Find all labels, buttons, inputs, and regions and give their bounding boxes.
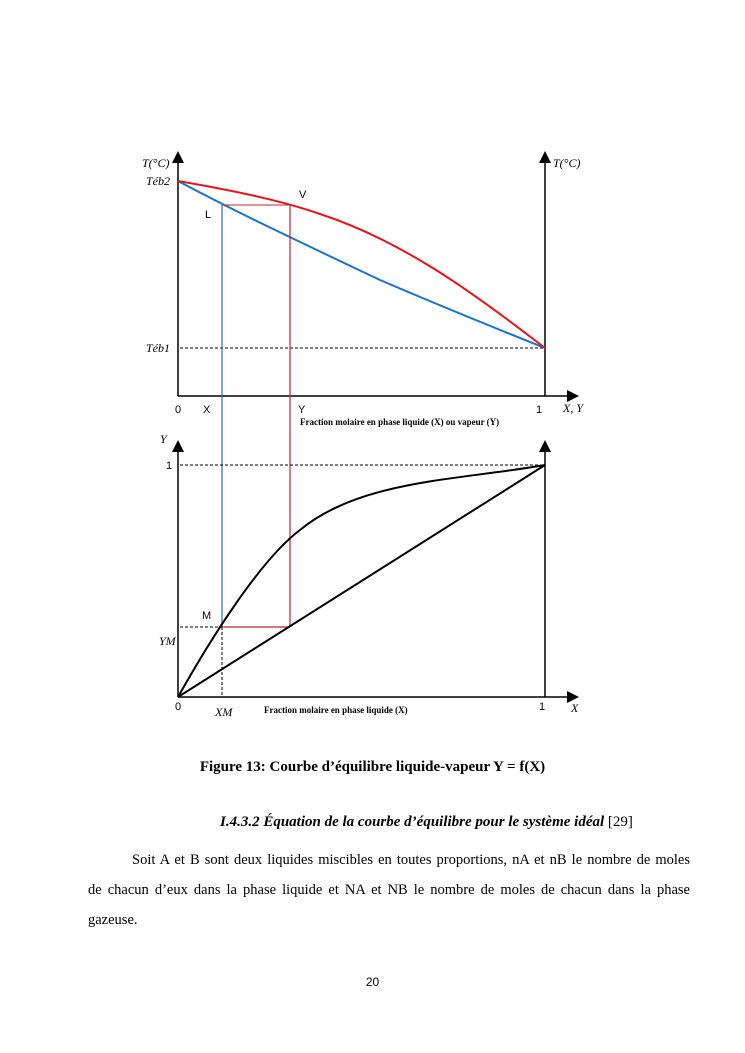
paragraph-line-1: Soit A et B sont deux liquides miscibles… — [132, 852, 690, 868]
point-m-label: M — [202, 610, 211, 622]
vapor-curve — [177, 180, 546, 349]
bottom-x-var: X — [570, 701, 579, 715]
top-x-axis-title: Fraction molaire en phase liquide (X) ou… — [300, 417, 499, 427]
bottom-x-axis-title: Fraction molaire en phase liquide (X) — [264, 705, 408, 715]
equilibrium-curve — [177, 464, 546, 698]
y-mark-label: Y — [298, 404, 306, 416]
page-number: 20 — [365, 975, 380, 989]
top-x-var: X, Y — [562, 401, 584, 415]
heading-text: I.4.3.2 Équation de la courbe d’équilibr… — [220, 814, 605, 830]
top-x0-label: 0 — [175, 404, 181, 416]
teb1-label: Téb1 — [146, 341, 170, 355]
xm-label: XM — [214, 705, 233, 719]
liquid-curve — [177, 180, 546, 349]
top-right-y-label: T(°C) — [553, 156, 580, 170]
paragraph-line-3: gazeuse. — [88, 912, 138, 928]
section-heading: I.4.3.2 Équation de la courbe d’équilibr… — [220, 815, 633, 830]
point-l-label: L — [205, 209, 211, 221]
figure-caption: Figure 13: Courbe d’équilibre liquide-va… — [199, 759, 546, 775]
bottom-x1-label: 1 — [539, 701, 545, 713]
top-y-label: T(°C) — [142, 156, 169, 170]
bottom-y-label: Y — [160, 432, 168, 446]
y1-label: 1 — [166, 460, 172, 472]
diagonal-line — [177, 464, 546, 698]
top-x1-label: 1 — [536, 404, 542, 416]
bottom-x0-label: 0 — [175, 701, 181, 713]
citation-ref[interactable]: [29] — [607, 814, 633, 830]
paragraph-line-2: de chacun d’eux dans la phase liquide et… — [88, 882, 690, 898]
ym-label: YM — [159, 634, 177, 648]
teb2-label: Téb2 — [146, 174, 170, 188]
point-v-label: V — [299, 189, 307, 201]
x-mark-label: X — [203, 404, 211, 416]
